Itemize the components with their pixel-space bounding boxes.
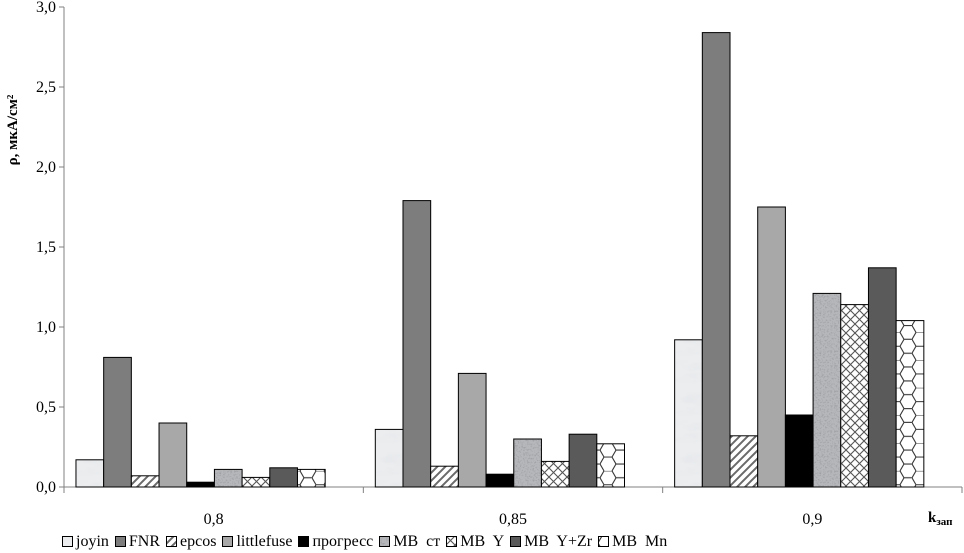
legend-label: MB Y+Zr: [524, 533, 593, 550]
legend-item: littlefuse: [222, 533, 292, 551]
bar-littlefuse: [457, 372, 487, 488]
bar-fnr: [103, 356, 132, 488]
bar-mb-mn: [895, 320, 925, 488]
bar-joyin: [674, 339, 703, 488]
bar-fnr: [701, 32, 731, 488]
bar-mb-ypluszr: [269, 467, 298, 488]
legend-item: MB Y: [446, 533, 504, 551]
legend-label: littlefuse: [236, 533, 293, 550]
bar-mb-y: [840, 304, 869, 488]
chart-legend: joyin FNR epcos littlefuse прогресс MB ст MB Y…: [62, 533, 673, 551]
y-tick-label: 3,0: [36, 0, 56, 16]
legend-item: epcos: [166, 533, 216, 551]
x-tick-label: 0,85: [499, 511, 527, 528]
x-tick-label: 0,8: [204, 511, 224, 528]
legend-swatch: [446, 536, 458, 547]
legend-label: MB ст: [393, 533, 441, 550]
x-axis-title: kзап: [928, 510, 953, 528]
bar-mb-ст: [213, 468, 243, 488]
bar-chart: 0,0 0,5 1,0 1,5 2,0 2,5 3,0 0,8 0,85 0,9 ρ, мкА/см…: [5, 0, 963, 528]
bar-mb-ypluszr: [867, 267, 897, 488]
bar-прогресс: [485, 473, 515, 488]
y-tick-label: 2,0: [36, 159, 56, 176]
bar-littlefuse: [158, 422, 188, 488]
legend-item: MB Y+Zr: [510, 533, 592, 551]
bar-прогресс: [186, 481, 215, 488]
bar-mb-ypluszr: [568, 433, 598, 488]
legend-label: MB Y: [460, 533, 505, 550]
legend-swatch: [510, 536, 522, 547]
legend-swatch: [114, 536, 126, 547]
bar-прогресс: [784, 414, 814, 488]
bar-epcos: [729, 435, 759, 488]
bar-littlefuse: [757, 206, 786, 488]
legend-item: FNR: [114, 533, 161, 551]
legend-swatch: [298, 536, 310, 547]
bar-fnr: [402, 200, 432, 488]
bar-mb-mn: [296, 468, 326, 488]
bar-joyin: [374, 428, 404, 488]
legend-swatch: [166, 536, 178, 547]
y-tick-label: 0,5: [36, 399, 56, 416]
legend-label: FNR: [128, 533, 161, 550]
legend-label: epcos: [180, 533, 217, 550]
y-axis-title: ρ, мкА/см²: [5, 94, 21, 165]
x-tick-label: 0,9: [802, 511, 822, 528]
bar-epcos: [430, 465, 459, 488]
legend-swatch: [222, 536, 234, 547]
bar-mb-mn: [596, 443, 626, 488]
y-tick-label: 1,5: [36, 239, 56, 256]
legend-label: прогресс: [312, 533, 374, 550]
legend-item: MB Mn: [598, 533, 667, 551]
legend-swatch: [379, 536, 391, 547]
legend-item: joyin: [62, 533, 109, 551]
bar-mb-ст: [812, 292, 842, 488]
bar-mb-y: [540, 460, 570, 488]
legend-item: прогресс: [298, 533, 373, 551]
legend-swatch: [62, 536, 73, 547]
bar-mb-ст: [513, 438, 542, 488]
legend-swatch: [598, 536, 610, 547]
y-tick-label: 2,5: [36, 79, 56, 96]
legend-label: MB Mn: [612, 533, 668, 550]
legend-label: joyin: [76, 533, 109, 550]
legend-item: MB ст: [379, 533, 440, 551]
y-tick-label: 1,0: [36, 319, 56, 336]
y-tick-label: 0,0: [36, 479, 56, 496]
bar-mb-y: [241, 476, 271, 488]
bar-epcos: [130, 475, 160, 488]
bar-joyin: [75, 459, 105, 488]
